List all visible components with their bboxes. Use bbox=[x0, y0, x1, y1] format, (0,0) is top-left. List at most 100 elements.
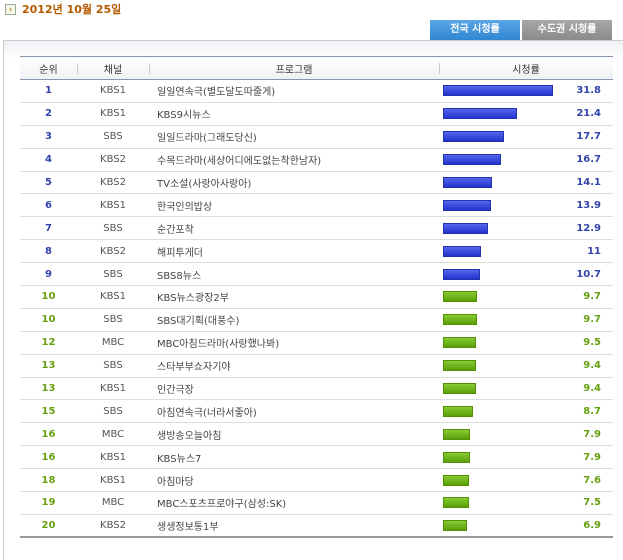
channel: MBC bbox=[77, 422, 149, 447]
channel: SBS bbox=[77, 216, 149, 241]
rating-bar bbox=[443, 85, 553, 97]
rating-bar bbox=[443, 383, 476, 395]
table-row: 4 KBS2 수목드라마(세상어디에도없는착한남자) 16.7 bbox=[20, 148, 613, 172]
table-row: 12 MBC MBC아침드라마(사랑했나봐) 9.5 bbox=[20, 331, 613, 355]
rating-value: 17.7 bbox=[559, 125, 613, 149]
rating-bar bbox=[443, 428, 471, 440]
rank: 15 bbox=[20, 399, 77, 424]
table-row: 1 KBS1 일일연속극(별도달도따줄게) 31.8 bbox=[20, 79, 613, 103]
table-row: 5 KBS2 TV소설(사랑아사랑아) 14.1 bbox=[20, 171, 613, 195]
rating-value: 7.5 bbox=[559, 491, 613, 515]
rank: 2 bbox=[20, 102, 77, 126]
rank: 9 bbox=[20, 262, 77, 287]
channel: KBS1 bbox=[77, 285, 149, 309]
channel: KBS1 bbox=[77, 377, 149, 401]
rating-bar bbox=[443, 131, 505, 143]
channel: KBS1 bbox=[77, 102, 149, 126]
rating-value: 10.7 bbox=[559, 262, 613, 287]
channel: KBS1 bbox=[77, 79, 149, 103]
rating-value: 6.9 bbox=[559, 514, 613, 539]
program-name: TV소설(사랑아사랑아) bbox=[149, 171, 439, 195]
rank: 19 bbox=[20, 491, 77, 515]
rank: 13 bbox=[20, 354, 77, 378]
tab-national-rating[interactable]: 전국 시청률 bbox=[430, 20, 520, 45]
rating-value: 9.4 bbox=[559, 377, 613, 401]
rating-bar bbox=[443, 291, 477, 303]
header-rating: 시청률 bbox=[439, 56, 613, 80]
date-heading: › 2012년 10월 25일 bbox=[5, 1, 121, 17]
rating-bar bbox=[443, 222, 488, 234]
table-row: 13 KBS1 인간극장 9.4 bbox=[20, 377, 613, 401]
channel: KBS2 bbox=[77, 148, 149, 172]
program-name: SBS대기획(대풍수) bbox=[149, 308, 439, 332]
rating-value: 11 bbox=[559, 239, 613, 264]
rating-bar bbox=[443, 497, 469, 509]
program-name: KBS뉴스7 bbox=[149, 445, 439, 470]
table-row: 7 SBS 순간포착 12.9 bbox=[20, 216, 613, 241]
channel: KBS1 bbox=[77, 445, 149, 470]
rating-bar bbox=[443, 199, 492, 211]
program-name: 순간포착 bbox=[149, 216, 439, 241]
table-row: 16 KBS1 KBS뉴스7 7.9 bbox=[20, 445, 613, 470]
rank: 10 bbox=[20, 285, 77, 309]
table-row: 10 SBS SBS대기획(대풍수) 9.7 bbox=[20, 308, 613, 332]
program-name: 생방송오늘아침 bbox=[149, 422, 439, 447]
date-text: 2012년 10월 25일 bbox=[22, 3, 122, 16]
tab-capital-rating[interactable]: 수도권 시청률 bbox=[522, 20, 612, 40]
table-row: 2 KBS1 KBS9시뉴스 21.4 bbox=[20, 102, 613, 126]
rating-bar bbox=[443, 177, 492, 188]
program-name: MBC아침드라마(사랑했나봐) bbox=[149, 331, 439, 355]
program-name: 인간극장 bbox=[149, 377, 439, 401]
rank: 18 bbox=[20, 468, 77, 493]
ratings-table: 순위 채널 프로그램 시청률 1 KBS1 일일연속극(별도달도따줄게) 31.… bbox=[20, 56, 613, 539]
channel: KBS2 bbox=[77, 239, 149, 264]
table-row: 16 MBC 생방송오늘아침 7.9 bbox=[20, 422, 613, 447]
program-name: 한국인의밥상 bbox=[149, 193, 439, 218]
rank: 12 bbox=[20, 331, 77, 355]
rating-value: 7.6 bbox=[559, 468, 613, 493]
rating-bar bbox=[443, 520, 467, 532]
rating-bar bbox=[443, 245, 482, 257]
table-row: 19 MBC MBC스포츠프로야구(삼성:SK) 7.5 bbox=[20, 491, 613, 515]
rating-value: 7.9 bbox=[559, 422, 613, 447]
rating-bar bbox=[443, 154, 501, 166]
channel: SBS bbox=[77, 354, 149, 378]
channel: SBS bbox=[77, 125, 149, 149]
tab-bar: 전국 시청률 수도권 시청률 bbox=[430, 20, 612, 45]
rating-value: 16.7 bbox=[559, 148, 613, 172]
channel: KBS2 bbox=[77, 171, 149, 195]
program-name: 스타부부쇼자기야 bbox=[149, 354, 439, 378]
table-row: 6 KBS1 한국인의밥상 13.9 bbox=[20, 193, 613, 218]
rank: 20 bbox=[20, 514, 77, 539]
rating-value: 14.1 bbox=[559, 171, 613, 195]
channel: SBS bbox=[77, 308, 149, 332]
program-name: MBC스포츠프로야구(삼성:SK) bbox=[149, 491, 439, 515]
table-row: 13 SBS 스타부부쇼자기야 9.4 bbox=[20, 354, 613, 378]
table-row: 10 KBS1 KBS뉴스광장2부 9.7 bbox=[20, 285, 613, 309]
program-name: 아침연속극(너라서좋아) bbox=[149, 399, 439, 424]
table-row: 8 KBS2 해피투게더 11 bbox=[20, 239, 613, 264]
channel: KBS1 bbox=[77, 193, 149, 218]
program-name: SBS8뉴스 bbox=[149, 262, 439, 287]
table-row: 15 SBS 아침연속극(너라서좋아) 8.7 bbox=[20, 399, 613, 424]
rating-value: 8.7 bbox=[559, 399, 613, 424]
header-channel: 채널 bbox=[77, 56, 149, 80]
rank: 16 bbox=[20, 445, 77, 470]
rank: 4 bbox=[20, 148, 77, 172]
arrow-right-icon: › bbox=[5, 3, 16, 15]
channel: KBS2 bbox=[77, 514, 149, 539]
header-program: 프로그램 bbox=[149, 56, 439, 80]
channel: SBS bbox=[77, 399, 149, 424]
rating-value: 21.4 bbox=[559, 102, 613, 126]
rating-value: 31.8 bbox=[559, 79, 613, 103]
rank: 3 bbox=[20, 125, 77, 149]
rating-bar bbox=[443, 405, 474, 417]
rating-value: 9.4 bbox=[559, 354, 613, 378]
program-name: 일일드라마(그래도당신) bbox=[149, 125, 439, 149]
rank: 1 bbox=[20, 79, 77, 103]
rating-bar bbox=[443, 268, 480, 280]
rank: 5 bbox=[20, 171, 77, 195]
rating-bar bbox=[443, 451, 471, 463]
rating-bar bbox=[443, 337, 476, 349]
rank: 7 bbox=[20, 216, 77, 241]
